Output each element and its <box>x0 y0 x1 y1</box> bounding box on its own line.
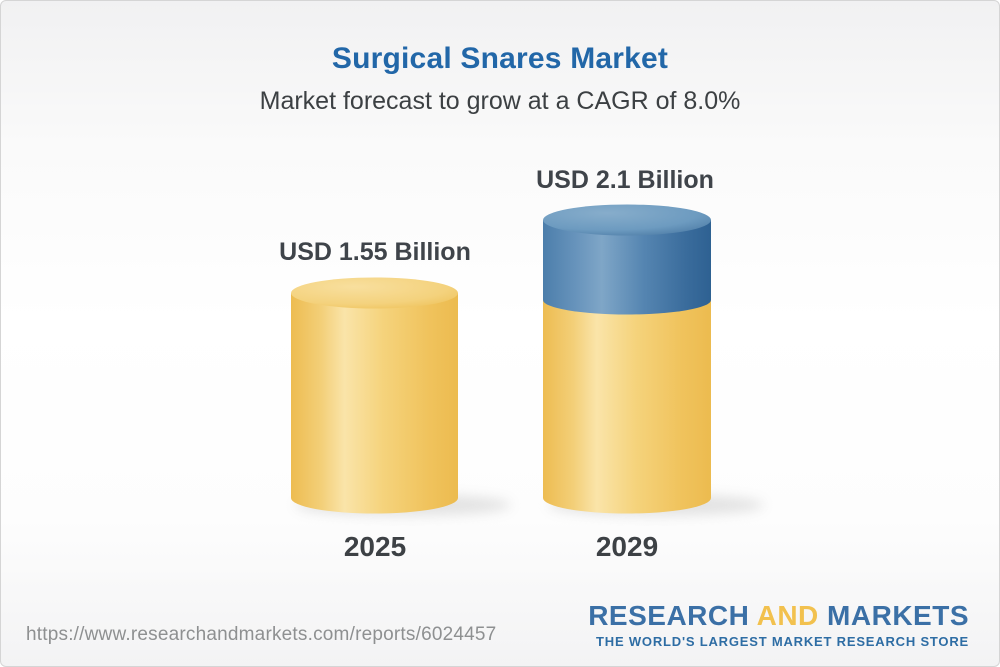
chart-subtitle: Market forecast to grow at a CAGR of 8.0… <box>259 87 741 115</box>
bar-2029-forecast-body <box>543 220 711 315</box>
logo-tagline: THE WORLD'S LARGEST MARKET RESEARCH STOR… <box>596 634 969 649</box>
bar-2029-top <box>543 204 711 236</box>
logo-word-markets: MARKETS <box>827 600 969 631</box>
logo-word-and: AND <box>756 600 819 631</box>
cylinder-chart-canvas <box>291 204 764 516</box>
value-label-2029: USD 2.1 Billion <box>536 166 714 194</box>
bar-2025-top <box>291 277 458 309</box>
category-label-2029: 2029 <box>595 531 659 562</box>
value-label-2025: USD 1.55 Billion <box>279 238 471 266</box>
bar-2029-base-body <box>543 300 711 514</box>
bar-2029 <box>543 204 711 514</box>
logo-word-research: RESEARCH <box>588 600 750 631</box>
category-label-2025: 2025 <box>343 531 407 562</box>
research-and-markets-logo: RESEARCH AND MARKETS THE WORLD'S LARGEST… <box>588 602 969 649</box>
report-url: https://www.researchandmarkets.com/repor… <box>26 624 497 645</box>
logo-wordmark: RESEARCH AND MARKETS <box>588 602 969 630</box>
bar-2025 <box>291 277 458 514</box>
chart-title: Surgical Snares Market <box>331 42 669 75</box>
bar-chart <box>1 149 999 569</box>
bar-2025-body <box>291 293 458 514</box>
